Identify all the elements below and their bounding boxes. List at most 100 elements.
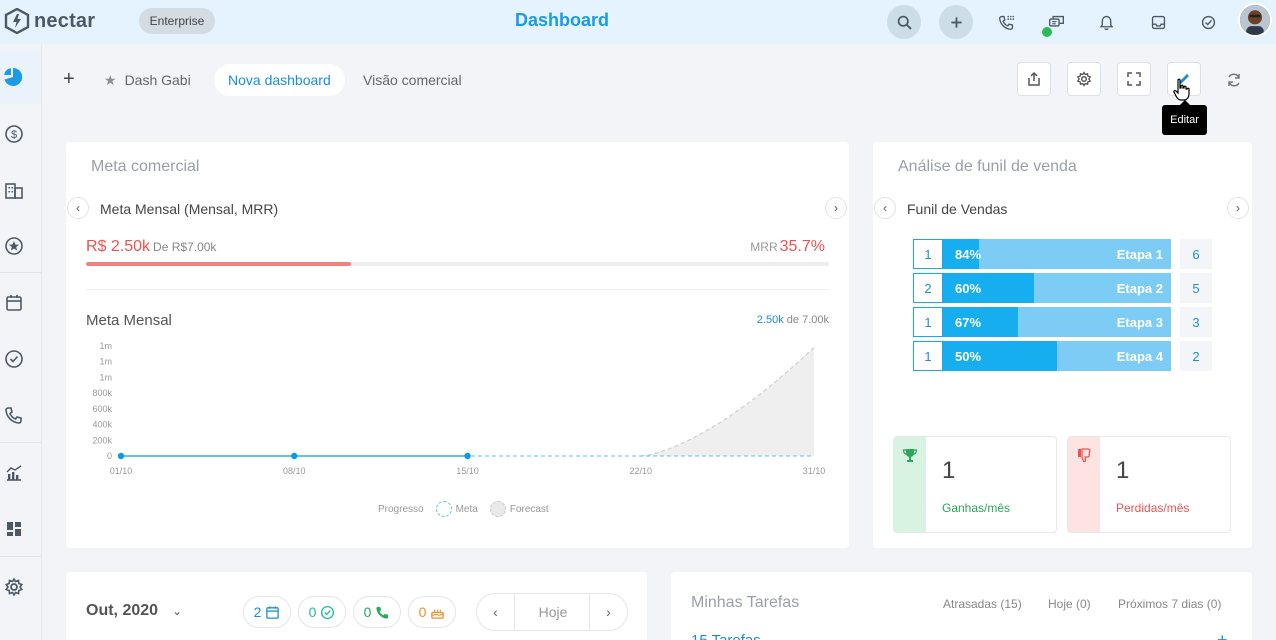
add-task-button[interactable]: + bbox=[1217, 630, 1228, 640]
goal-current-value: R$ 2.50k De R$7.00k bbox=[86, 238, 216, 256]
mrr-label: MRR bbox=[750, 240, 778, 254]
add-button[interactable] bbox=[939, 5, 973, 39]
tab-visao-comercial[interactable]: Visão comercial bbox=[349, 64, 476, 96]
lost-deals-box[interactable]: 1 Perdidas/mês bbox=[1067, 436, 1231, 533]
filter-next-7-days[interactable]: Próximos 7 dias (0) bbox=[1118, 597, 1222, 611]
thumbs-down-icon bbox=[1078, 448, 1091, 463]
sidebar: $ bbox=[0, 44, 42, 640]
chart-summary-value: 2.50k bbox=[756, 314, 784, 326]
stage-label: Etapa 2 bbox=[1116, 281, 1163, 296]
calls-filter[interactable]: 0 bbox=[353, 596, 401, 628]
chevron-down-icon: ⌄ bbox=[172, 606, 182, 618]
events-filter[interactable]: 2 bbox=[243, 596, 291, 628]
stage-percent: 67% bbox=[955, 315, 982, 330]
won-strip bbox=[894, 437, 926, 532]
stage-count: 5 bbox=[1180, 273, 1212, 303]
stage-count: 2 bbox=[1180, 341, 1212, 371]
check-circle-icon[interactable] bbox=[4, 349, 24, 369]
avatar-image bbox=[1240, 5, 1270, 35]
tasks-button[interactable] bbox=[1191, 5, 1225, 39]
chat-button[interactable] bbox=[1039, 5, 1073, 39]
notifications-button[interactable] bbox=[1089, 5, 1123, 39]
prev-goal-button[interactable]: ‹ bbox=[67, 197, 89, 219]
today-button[interactable]: Hoje bbox=[538, 604, 568, 620]
y-tick-label: 600k bbox=[92, 404, 112, 414]
plus-icon bbox=[950, 16, 962, 28]
y-tick-label: 1m bbox=[99, 341, 112, 351]
x-tick-label: 08/10 bbox=[283, 466, 306, 476]
tab-dash-gabi[interactable]: ★ Dash Gabi bbox=[90, 64, 205, 96]
analytics-icon[interactable] bbox=[4, 463, 24, 483]
won-count: 1 bbox=[942, 457, 956, 484]
month-selector[interactable]: Out, 2020 ⌄ bbox=[86, 602, 182, 620]
x-tick-label: 15/10 bbox=[456, 466, 479, 476]
mrr-indicator: MRR 35.7% bbox=[750, 238, 825, 256]
fullscreen-button[interactable] bbox=[1117, 62, 1151, 96]
stage-percent: 50% bbox=[955, 349, 982, 364]
sidebar-divider bbox=[0, 442, 41, 443]
won-deals-box[interactable]: 1 Ganhas/mês bbox=[893, 436, 1057, 533]
pie-chart-icon bbox=[4, 67, 23, 86]
progress-point bbox=[464, 452, 471, 460]
chart-summary: 2.50k de 7.00k bbox=[757, 314, 829, 326]
user-avatar[interactable] bbox=[1238, 3, 1272, 37]
phone-icon bbox=[376, 606, 389, 619]
stage-number: 2 bbox=[913, 273, 943, 303]
sidebar-item-dashboard[interactable] bbox=[0, 50, 41, 104]
goal-progress-fill bbox=[86, 262, 352, 266]
inbox-button[interactable] bbox=[1141, 5, 1175, 39]
y-tick-label: 1m bbox=[99, 372, 112, 382]
settings-button[interactable] bbox=[1067, 62, 1101, 96]
settings-icon[interactable] bbox=[4, 577, 24, 597]
share-button[interactable] bbox=[1017, 62, 1051, 96]
tab-nova-dashboard[interactable]: Nova dashboard bbox=[214, 64, 345, 96]
events-count: 2 bbox=[253, 604, 262, 620]
goal-target: De R$7.00k bbox=[153, 240, 217, 254]
dashboard-grid-icon[interactable] bbox=[4, 519, 24, 539]
search-button[interactable] bbox=[887, 5, 921, 39]
star-icon[interactable] bbox=[4, 236, 24, 256]
next-period-button[interactable]: › bbox=[589, 594, 627, 630]
tasks-filter[interactable]: 0 bbox=[298, 596, 346, 628]
calendar-card: Out, 2020 ⌄ 2 0 0 0 ‹ Hoje › bbox=[66, 572, 647, 640]
stage-count: 3 bbox=[1180, 307, 1212, 337]
gear-icon bbox=[1076, 71, 1092, 87]
calendar-icon bbox=[266, 605, 280, 619]
filter-today[interactable]: Hoje (0) bbox=[1048, 597, 1091, 611]
building-icon[interactable] bbox=[4, 180, 24, 200]
trophy-icon bbox=[902, 449, 918, 462]
progress-point bbox=[117, 452, 125, 460]
check-circle-icon bbox=[321, 605, 335, 619]
date-navigator: ‹ Hoje › bbox=[476, 593, 628, 631]
filter-late[interactable]: Atrasadas (15) bbox=[943, 597, 1022, 611]
phone-icon[interactable] bbox=[4, 405, 24, 425]
next-funnel-button[interactable]: › bbox=[1227, 197, 1249, 219]
x-tick-label: 22/10 bbox=[629, 466, 652, 476]
y-tick-label: 200k bbox=[92, 435, 112, 445]
stage-number: 1 bbox=[913, 239, 943, 269]
stage-bar: 67% Etapa 3 bbox=[943, 307, 1171, 337]
goal-selector[interactable]: Meta Mensal (Mensal, MRR) bbox=[100, 201, 279, 217]
dollar-icon[interactable]: $ bbox=[4, 124, 24, 144]
funnel-selector[interactable]: Funil de Vendas bbox=[907, 201, 1008, 217]
tasks-count: 15 Tarefas bbox=[691, 632, 761, 640]
card-title: Meta comercial bbox=[91, 158, 200, 175]
prev-funnel-button[interactable]: ‹ bbox=[874, 197, 896, 219]
refresh-button[interactable] bbox=[1226, 72, 1242, 93]
bell-icon bbox=[1099, 15, 1113, 30]
page-title: Dashboard bbox=[514, 10, 610, 30]
legend-swatch-forecast bbox=[489, 501, 506, 517]
tab-label: Nova dashboard bbox=[228, 72, 331, 88]
stage-label: Etapa 1 bbox=[1116, 247, 1163, 262]
dialer-button[interactable] bbox=[989, 5, 1023, 39]
stage-fill bbox=[943, 307, 1019, 337]
meta-mensal-chart: 0 200k 400k 600k 800k 1m 1m 1m 01/10 08/10 15/10 22… bbox=[92, 341, 825, 476]
prev-period-button[interactable]: ‹ bbox=[477, 594, 515, 630]
calendar-icon[interactable] bbox=[4, 293, 24, 313]
nectar-logo-icon bbox=[4, 8, 30, 34]
logo[interactable]: nectar bbox=[4, 8, 95, 34]
next-goal-button[interactable]: › bbox=[825, 197, 847, 219]
add-dashboard-button[interactable]: + bbox=[63, 68, 75, 90]
sidebar-divider bbox=[0, 556, 41, 557]
birthdays-filter[interactable]: 0 bbox=[408, 596, 456, 628]
